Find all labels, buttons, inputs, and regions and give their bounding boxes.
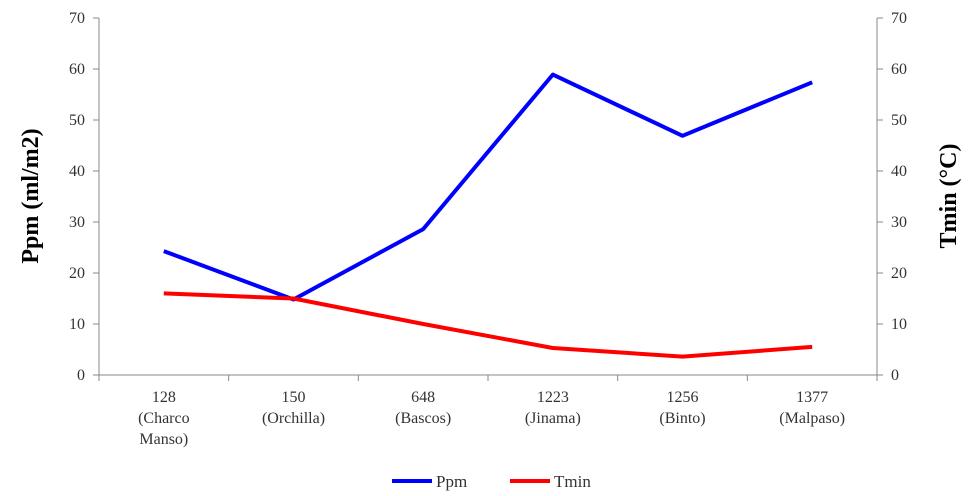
- x-tick-label-line: (Orchilla): [262, 410, 325, 427]
- left-tick-label: 40: [69, 163, 85, 180]
- series-line-tmin: [163, 291, 813, 359]
- right-tick-label: 40: [891, 163, 907, 180]
- x-tick-label: 648 (Bascos): [395, 389, 451, 427]
- right-tick-label: 20: [891, 265, 907, 282]
- x-tick-label-line: 648: [411, 389, 435, 406]
- left-axis-title: Ppm (ml/m2): [18, 128, 44, 263]
- x-tick-label-line: (Malpaso): [779, 410, 845, 427]
- left-tick-label: 20: [69, 265, 85, 282]
- x-tick-label-line: 1223: [537, 389, 569, 406]
- left-tick-label: 30: [69, 214, 85, 231]
- x-tick-label-line: (Jinama): [525, 410, 581, 427]
- series-lines: [163, 72, 813, 359]
- x-tick-label-line: 1256: [667, 389, 699, 406]
- x-axis-ticks: 128 (Charco Manso) 150 (Orchilla) 648 (Bascos)…: [98, 375, 878, 448]
- x-tick-label: 1377 (Malpaso): [779, 389, 845, 427]
- x-tick-label-line: 1377: [796, 389, 828, 406]
- left-tick-label: 70: [69, 10, 85, 27]
- x-tick-label-line: 150: [282, 389, 306, 406]
- x-tick-label: 1223 (Jinama): [525, 389, 581, 427]
- left-tick-label: 50: [69, 112, 85, 129]
- left-tick-label: 60: [69, 61, 85, 78]
- right-tick-label: 10: [891, 316, 907, 333]
- legend-label-ppm: Ppm: [436, 472, 467, 491]
- x-tick-label-line: (Bascos): [395, 410, 451, 427]
- x-tick-label: 128 (Charco Manso): [138, 389, 190, 448]
- x-tick-label-line: (Charco: [138, 410, 190, 427]
- right-tick-label: 30: [891, 214, 907, 231]
- x-tick-label: 1256 (Binto): [659, 389, 705, 427]
- right-tick-label: 0: [891, 367, 899, 384]
- x-tick-label: 150 (Orchilla): [262, 389, 325, 427]
- x-tick-label-line: Manso): [139, 431, 188, 448]
- axes: [98, 18, 878, 376]
- series-line-ppm: [163, 72, 813, 302]
- right-tick-label: 50: [891, 112, 907, 129]
- legend: Ppm Tmin: [392, 472, 591, 491]
- right-axis-ticks: 0 10 20 30 40 50 60 70: [877, 10, 907, 384]
- right-tick-label: 70: [891, 10, 907, 27]
- left-tick-label: 10: [69, 316, 85, 333]
- right-tick-label: 60: [891, 61, 907, 78]
- left-axis-ticks: 0 10 20 30 40 50 60 70: [69, 10, 99, 384]
- right-axis-title: Tmin (°C): [936, 144, 962, 249]
- legend-label-tmin: Tmin: [554, 472, 591, 491]
- left-tick-label: 0: [77, 367, 85, 384]
- x-tick-label-line: (Binto): [659, 410, 705, 427]
- x-tick-label-line: 128: [152, 389, 176, 406]
